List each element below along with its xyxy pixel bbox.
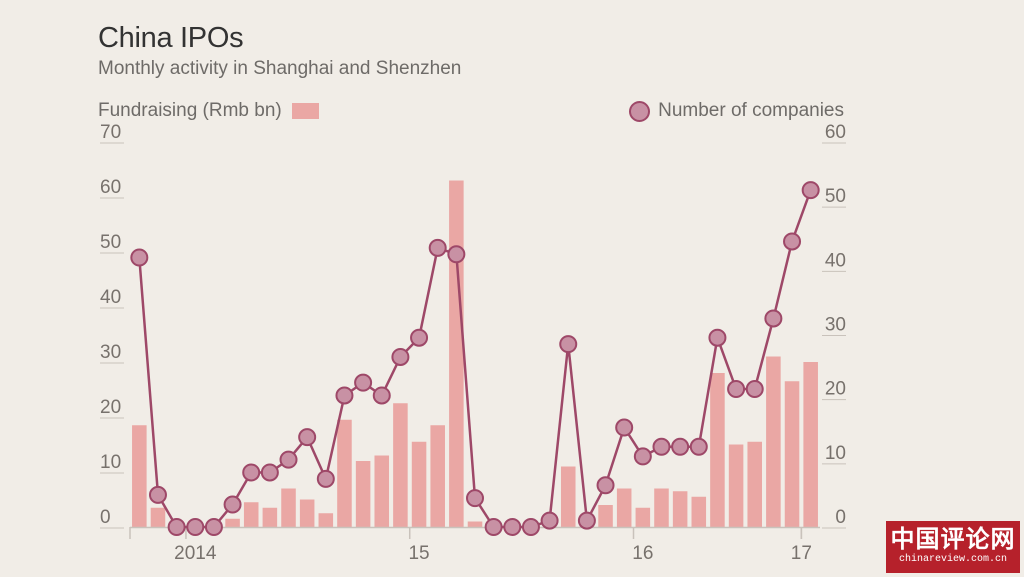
companies-point <box>671 437 690 456</box>
fundraising-bar <box>225 518 240 527</box>
companies-point <box>484 518 503 536</box>
companies-point <box>279 450 298 469</box>
right-axis-tick-label: 0 <box>835 507 846 528</box>
fundraising-bar <box>672 491 688 527</box>
companies-point <box>466 489 484 508</box>
companies-point <box>783 232 802 251</box>
left-axis-tick-label: 20 <box>100 397 121 418</box>
companies-point <box>540 511 559 530</box>
companies-point <box>764 309 783 328</box>
left-axis-tick-label: 50 <box>100 232 121 253</box>
right-axis-tick-label: 20 <box>825 379 846 400</box>
fundraising-bar <box>393 403 408 527</box>
companies-point <box>148 485 167 504</box>
legend-fundraising: Fundraising (Rmb bn) <box>98 100 319 122</box>
companies-point <box>223 495 242 514</box>
fundraising-bar <box>337 419 352 527</box>
x-axis-tick-label: 17 <box>791 543 812 564</box>
fundraising-bar <box>374 455 390 527</box>
fundraising-bar <box>654 488 669 527</box>
x-axis-tick-label: 2014 <box>174 543 217 564</box>
companies-point <box>372 386 391 405</box>
watermark-logo: 中国评论网 chinareview.com.cn <box>886 521 1020 573</box>
fundraising-bar <box>132 425 147 527</box>
fundraising-bar <box>150 507 166 527</box>
fundraising-bar <box>430 425 445 527</box>
legend-companies-label: Number of companies <box>658 100 844 121</box>
fundraising-bar <box>710 373 725 527</box>
companies-point <box>354 373 373 392</box>
fundraising-bar <box>467 521 483 527</box>
left-axis-tick-label: 10 <box>100 452 121 473</box>
watermark-sub-text: chinareview.com.cn <box>898 554 1008 565</box>
left-axis-tick-label: 0 <box>100 507 111 528</box>
companies-point <box>391 347 410 366</box>
right-axis-tick-label: 60 <box>825 122 846 143</box>
fundraising-bar <box>598 505 613 527</box>
fundraising-bar <box>803 362 818 527</box>
watermark-main-text: 中国评论网 <box>890 526 1016 553</box>
fundraising-bar <box>318 513 334 527</box>
companies-point <box>130 248 149 267</box>
companies-point <box>503 518 522 536</box>
companies-point <box>298 428 317 447</box>
companies-point <box>652 437 671 456</box>
fundraising-bar <box>299 499 315 527</box>
legend-companies: Number of companies <box>629 100 844 122</box>
fundraising-bar <box>616 488 632 527</box>
companies-point <box>410 328 429 347</box>
right-axis-tick-label: 10 <box>825 443 846 464</box>
right-axis-tick-label: 30 <box>825 315 846 336</box>
companies-point <box>708 328 727 347</box>
fundraising-bar <box>728 444 744 527</box>
fundraising-bar <box>560 466 576 527</box>
companies-point <box>186 518 205 536</box>
fundraising-bar <box>766 356 781 527</box>
fundraising-bar <box>281 488 296 527</box>
companies-point <box>559 335 578 354</box>
companies-point <box>801 181 820 200</box>
legend-bar-swatch <box>291 103 319 119</box>
fundraising-bar <box>747 441 763 527</box>
fundraising-bar <box>784 381 800 527</box>
fundraising-bar <box>262 507 278 527</box>
companies-point <box>447 245 466 264</box>
fundraising-bar <box>243 502 259 527</box>
companies-point <box>745 380 764 399</box>
companies-point <box>316 469 335 488</box>
right-axis-tick-label: 40 <box>825 250 846 271</box>
fundraising-bar <box>355 461 371 527</box>
companies-point <box>615 418 634 437</box>
right-axis-tick-label: 50 <box>825 186 846 207</box>
left-axis-tick-label: 60 <box>100 177 121 198</box>
companies-point <box>633 447 652 466</box>
companies-point <box>577 511 596 530</box>
companies-point <box>596 476 615 495</box>
fundraising-bar <box>691 496 707 527</box>
companies-point <box>204 518 223 536</box>
fundraising-bar <box>635 507 651 527</box>
companies-point <box>521 518 540 536</box>
legend-marker-swatch <box>629 100 651 122</box>
left-axis-tick-label: 70 <box>100 122 121 143</box>
companies-point <box>335 386 354 405</box>
chart-subtitle: Monthly activity in Shanghai and Shenzhe… <box>98 58 462 79</box>
companies-point <box>428 238 447 257</box>
companies-point <box>260 463 279 482</box>
companies-point <box>167 518 186 536</box>
x-axis-tick-label: 16 <box>632 543 653 564</box>
chart-title: China IPOs <box>98 22 244 54</box>
left-axis-tick-label: 30 <box>100 342 121 363</box>
fundraising-bar <box>411 441 427 527</box>
companies-point <box>727 380 746 399</box>
legend-fundraising-label: Fundraising (Rmb bn) <box>98 100 282 121</box>
companies-line <box>138 189 812 529</box>
left-axis-tick-label: 40 <box>100 287 121 308</box>
companies-point <box>242 463 261 482</box>
x-axis-tick-label: 15 <box>408 543 429 564</box>
fundraising-bar <box>449 180 464 527</box>
companies-point <box>689 437 708 456</box>
